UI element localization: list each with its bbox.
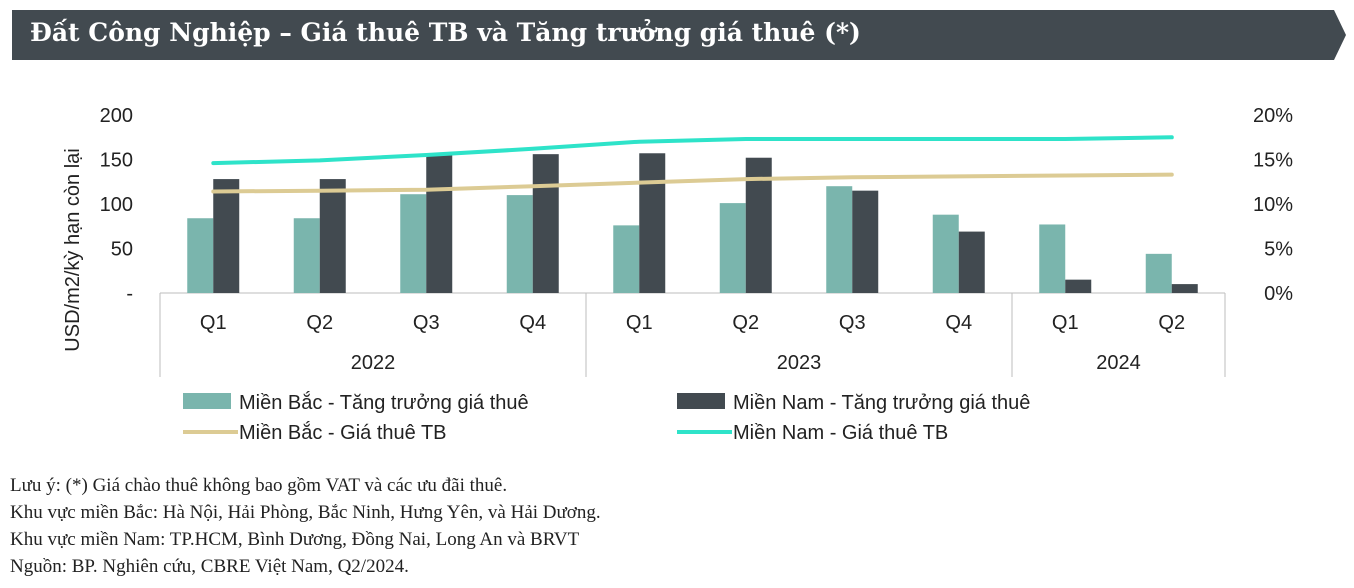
group-label: 2024 bbox=[1096, 352, 1141, 374]
y-left-tick-label: 100 bbox=[100, 194, 133, 216]
footnote-line: Khu vực miền Nam: TP.HCM, Bình Dương, Đồ… bbox=[10, 529, 580, 550]
group-label: 2023 bbox=[777, 352, 822, 374]
bar bbox=[958, 231, 985, 293]
y-left-tick-label: 50 bbox=[111, 239, 133, 261]
bar bbox=[1145, 253, 1172, 293]
legend-label: Miền Bắc - Tăng trưởng giá thuê bbox=[239, 391, 529, 414]
chart: - 50 100 150 200 0% 5% 10% 15% 20% USD/m2/kỳ hạn c… bbox=[62, 105, 1293, 444]
category-label: Q3 bbox=[413, 312, 440, 334]
y-left-tick-label: - bbox=[126, 283, 133, 305]
bar bbox=[532, 154, 559, 293]
bar bbox=[1065, 279, 1092, 293]
category-label: Q4 bbox=[945, 312, 972, 334]
category-label: Q4 bbox=[519, 312, 546, 334]
category-label: Q1 bbox=[1052, 312, 1079, 334]
group-label: 2022 bbox=[351, 352, 396, 374]
bar bbox=[506, 195, 533, 293]
bar bbox=[400, 194, 427, 293]
bar bbox=[426, 155, 453, 293]
footnotes: Lưu ý: (*) Giá chào thuê không bao gồm V… bbox=[10, 472, 601, 580]
y-right-tick-label: 20% bbox=[1253, 105, 1293, 127]
legend-label: Miền Nam - Tăng trưởng giá thuê bbox=[733, 392, 1030, 414]
category-label: Q1 bbox=[626, 312, 653, 334]
y-right-tick-label: 5% bbox=[1264, 239, 1293, 261]
footnote-line: Khu vực miền Bắc: Hà Nội, Hải Phòng, Bắc… bbox=[10, 502, 601, 523]
legend-swatch bbox=[183, 393, 231, 409]
series-line bbox=[211, 172, 1174, 194]
y-left-tick-label: 200 bbox=[100, 105, 133, 127]
category-label: Q1 bbox=[200, 312, 227, 334]
legend-label: Miền Nam - Giá thuê TB bbox=[733, 422, 948, 444]
bar bbox=[932, 214, 959, 293]
page-title: Đất Công Nghiệp – Giá thuê TB và Tăng tr… bbox=[30, 18, 861, 47]
bar bbox=[213, 179, 240, 293]
bar bbox=[187, 218, 214, 293]
footnote-line: Nguồn: BP. Nghiên cứu, CBRE Việt Nam, Q2… bbox=[10, 556, 409, 577]
legend-swatch bbox=[677, 393, 725, 409]
y-axis-title: USD/m2/kỳ hạn còn lại bbox=[62, 148, 84, 351]
bar bbox=[613, 225, 640, 293]
series-line bbox=[211, 135, 1174, 166]
header-banner: Đất Công Nghiệp – Giá thuê TB và Tăng tr… bbox=[12, 10, 1346, 60]
bar bbox=[1171, 284, 1198, 293]
category-label: Q2 bbox=[1158, 312, 1185, 334]
category-label: Q2 bbox=[306, 312, 333, 334]
legend-label: Miền Bắc - Giá thuê TB bbox=[239, 421, 447, 444]
y-right-tick-label: 0% bbox=[1264, 283, 1293, 305]
bar bbox=[826, 186, 853, 293]
category-label: Q3 bbox=[839, 312, 866, 334]
bar bbox=[719, 203, 746, 293]
y-right-tick-label: 10% bbox=[1253, 194, 1293, 216]
bar bbox=[852, 190, 879, 293]
bar bbox=[319, 179, 346, 293]
footnote-line: Lưu ý: (*) Giá chào thuê không bao gồm V… bbox=[10, 475, 508, 496]
y-left-tick-label: 150 bbox=[100, 150, 133, 172]
category-label: Q2 bbox=[732, 312, 759, 334]
bar bbox=[1039, 224, 1066, 293]
header-banner-shape bbox=[12, 10, 1346, 60]
bar bbox=[293, 218, 320, 293]
bar bbox=[639, 153, 666, 293]
y-right-tick-label: 15% bbox=[1253, 150, 1293, 172]
